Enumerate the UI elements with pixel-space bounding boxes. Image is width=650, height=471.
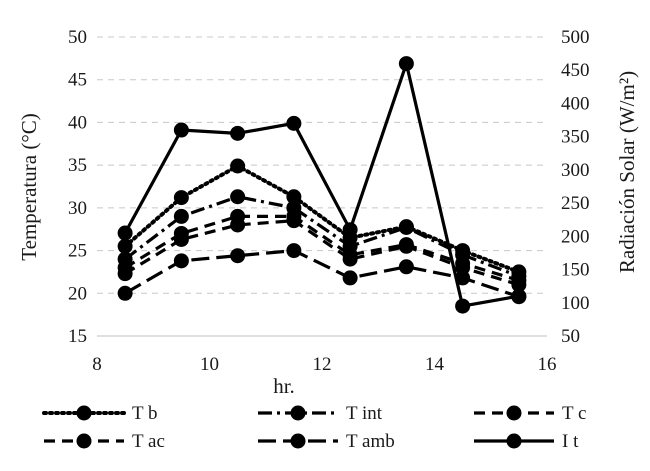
legend-item-t-ac: T ac: [44, 431, 165, 452]
gridlines: [97, 36, 547, 294]
y-tick-label: 35: [68, 155, 87, 176]
data-point: [117, 238, 133, 254]
legend-label: T c: [562, 403, 586, 424]
y2-tick-label: 150: [561, 260, 590, 281]
legend-label: T b: [132, 403, 158, 424]
y-axis-title: Temperatura (°C): [17, 113, 41, 260]
data-point: [117, 285, 133, 301]
data-point: [342, 270, 358, 286]
y2-tick-label: 100: [561, 293, 590, 314]
legend-label: I t: [562, 431, 579, 452]
x-tick-label: 14: [425, 354, 445, 375]
data-point: [286, 243, 302, 259]
legend-item-t-int: T int: [258, 403, 383, 424]
legend-item-t-c: T c: [474, 403, 586, 424]
y2-tick-label: 250: [561, 193, 590, 214]
y-tick-label: 40: [68, 112, 87, 133]
data-point: [511, 277, 527, 293]
y2-tick-label: 50: [561, 326, 580, 347]
y-tick-label: 25: [68, 241, 87, 262]
legend-label: T ac: [132, 431, 165, 452]
data-point: [455, 270, 471, 286]
data-point: [286, 189, 302, 205]
data-point: [173, 122, 189, 138]
y2-tick-label: 300: [561, 160, 590, 181]
series-i-t: [117, 56, 527, 314]
data-point: [398, 259, 414, 275]
data-point: [173, 231, 189, 247]
legend-swatch-marker: [76, 405, 92, 421]
y2-tick-label: 350: [561, 127, 590, 148]
y2-tick-label: 200: [561, 226, 590, 247]
series-line: [124, 214, 520, 283]
left-axis-ticks: 15 20 25 30 35 40 45 50: [68, 27, 87, 347]
legend-label: T amb: [346, 431, 395, 452]
data-point: [173, 253, 189, 269]
legend-item-t-b: T b: [42, 403, 158, 424]
data-point: [398, 56, 414, 72]
y-tick-label: 30: [68, 198, 87, 219]
data-point: [511, 288, 527, 304]
x-tick-label: 10: [200, 354, 219, 375]
data-point: [455, 260, 471, 276]
legend-swatch-marker: [506, 433, 522, 449]
series-line: [124, 248, 520, 299]
data-point: [230, 248, 246, 264]
data-point: [230, 189, 246, 205]
x-axis-title: hr.: [273, 374, 295, 398]
legend-swatch-marker: [506, 405, 522, 421]
data-point: [342, 222, 358, 238]
data-point: [230, 125, 246, 141]
y2-tick-label: 400: [561, 93, 590, 114]
right-axis-ticks: 50 100 150 200 250 300 350 400 450 500: [561, 27, 590, 347]
series-group: [117, 56, 527, 314]
y2-tick-label: 500: [561, 27, 590, 48]
x-tick-label: 8: [92, 354, 102, 375]
data-point: [173, 190, 189, 206]
series-line: [124, 195, 520, 278]
data-point: [398, 238, 414, 254]
legend-swatch-marker: [76, 433, 92, 449]
series-line: [123, 163, 521, 274]
data-point: [398, 220, 414, 236]
data-point: [230, 158, 246, 174]
y-tick-label: 15: [68, 326, 87, 347]
y-tick-label: 20: [68, 283, 87, 304]
data-point: [455, 298, 471, 314]
y-tick-label: 50: [68, 27, 87, 48]
y2-tick-label: 450: [561, 60, 590, 81]
legend-swatch-marker: [290, 405, 306, 421]
y-tick-label: 45: [68, 70, 87, 91]
legend-swatch-marker: [290, 433, 306, 449]
x-axis-ticks: 8 10 12 14 16: [92, 354, 556, 375]
x-tick-label: 12: [313, 354, 332, 375]
legend-item-t-amb: T amb: [258, 431, 395, 452]
legend-label: T int: [346, 403, 383, 424]
series-line: [123, 61, 520, 308]
x-tick-label: 16: [538, 354, 557, 375]
series-line: [124, 219, 520, 287]
data-point: [286, 213, 302, 229]
series-t-ac: [117, 213, 527, 293]
data-point: [342, 251, 358, 267]
legend: T b T int T c T ac T amb I t: [42, 403, 586, 452]
data-point: [230, 217, 246, 233]
data-point: [117, 225, 133, 241]
data-point: [117, 266, 133, 282]
y2-axis-title: Radiación Solar (W/m²): [615, 71, 639, 273]
data-point: [286, 115, 302, 131]
data-point: [173, 208, 189, 224]
legend-item-i-t: I t: [474, 431, 579, 452]
